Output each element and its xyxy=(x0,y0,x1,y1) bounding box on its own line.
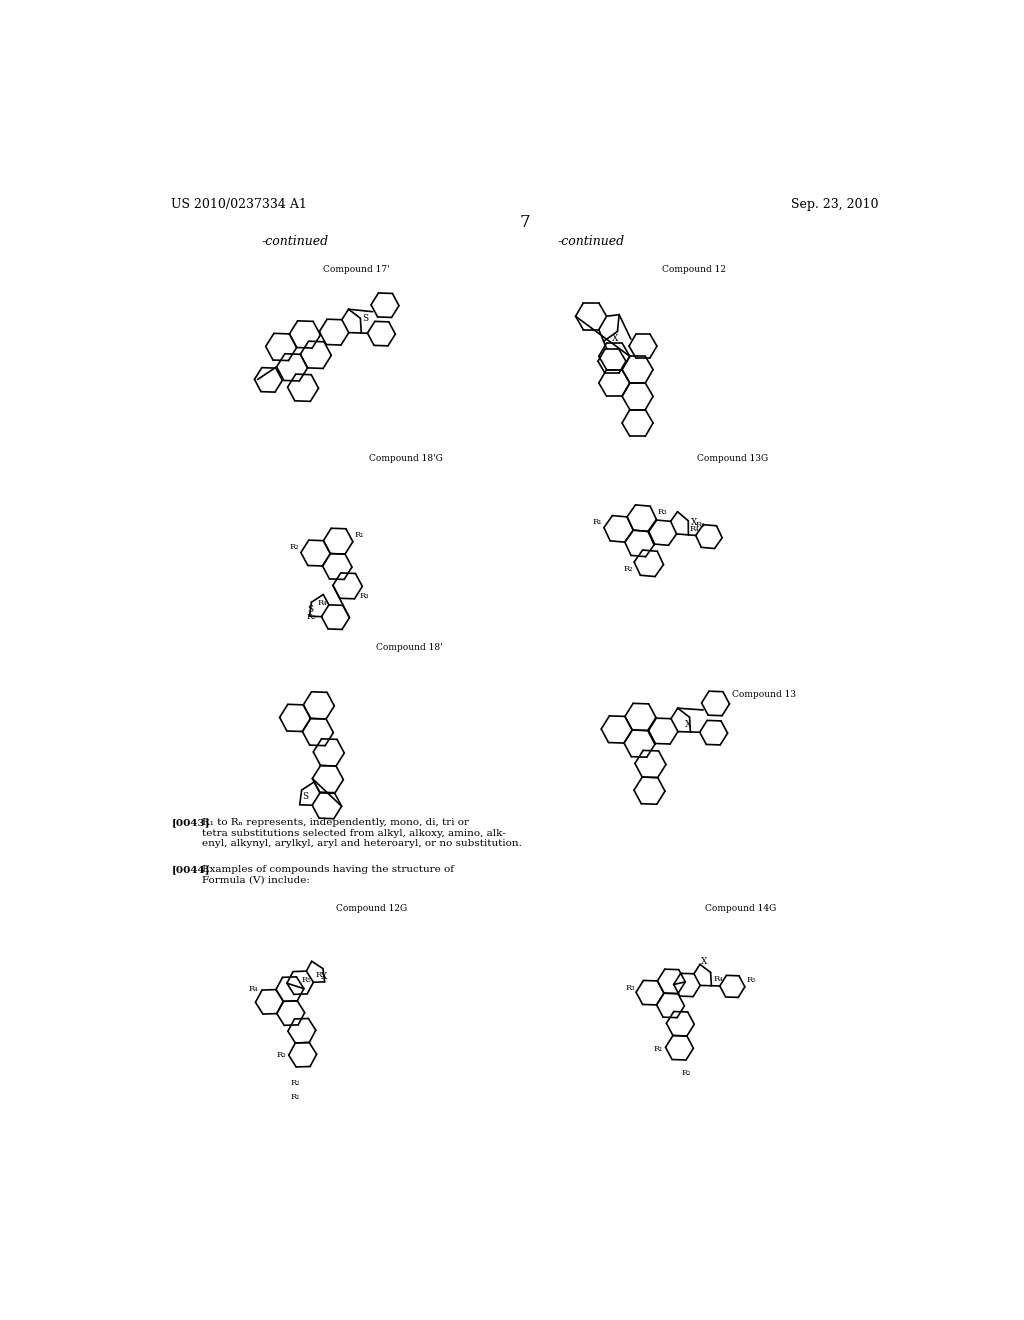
Text: R₅: R₅ xyxy=(307,614,316,622)
Text: R₄: R₄ xyxy=(249,985,258,993)
Text: [0043]: [0043] xyxy=(172,818,211,828)
Text: R₂: R₂ xyxy=(290,543,299,550)
Text: Examples of compounds having the structure of
Formula (V) include:: Examples of compounds having the structu… xyxy=(202,866,454,884)
Text: -continued: -continued xyxy=(261,235,328,248)
Text: Compound 13G: Compound 13G xyxy=(697,454,768,463)
Text: Compound 12G: Compound 12G xyxy=(337,904,408,913)
Text: 7: 7 xyxy=(519,214,530,231)
Text: R₅: R₅ xyxy=(301,977,310,985)
Text: R₅: R₅ xyxy=(696,521,706,529)
Text: X: X xyxy=(701,957,708,965)
Text: X: X xyxy=(321,972,327,981)
Text: Compound 18'G: Compound 18'G xyxy=(369,454,442,463)
Text: R₄: R₄ xyxy=(690,525,699,533)
Text: R₁: R₁ xyxy=(291,1093,300,1101)
Text: Sep. 23, 2010: Sep. 23, 2010 xyxy=(792,198,879,211)
Text: R₄: R₄ xyxy=(317,599,328,607)
Text: R₃: R₃ xyxy=(626,983,635,991)
Text: R₅: R₅ xyxy=(746,977,756,985)
Text: R₂: R₂ xyxy=(682,1069,691,1077)
Text: R₁: R₁ xyxy=(593,519,602,527)
Text: S: S xyxy=(361,314,368,323)
Text: R₁: R₁ xyxy=(354,531,364,539)
Text: R₁: R₁ xyxy=(653,1044,663,1052)
Text: R₂: R₂ xyxy=(291,1080,300,1088)
Text: R₃: R₃ xyxy=(276,1052,286,1060)
Text: S: S xyxy=(302,792,308,801)
Text: S: S xyxy=(307,605,313,614)
Text: R₃: R₃ xyxy=(658,508,668,516)
Text: R₂: R₂ xyxy=(624,565,633,573)
Text: R₁ to Rₙ represents, independently, mono, di, tri or
tetra substitutions selecte: R₁ to Rₙ represents, independently, mono… xyxy=(202,818,521,847)
Text: Compound 14G: Compound 14G xyxy=(705,904,776,913)
Text: X: X xyxy=(691,517,697,527)
Text: X: X xyxy=(612,334,618,343)
Text: [0044]: [0044] xyxy=(172,866,211,874)
Text: R₄: R₄ xyxy=(714,975,723,983)
Text: Compound 13: Compound 13 xyxy=(731,690,796,700)
Text: X: X xyxy=(685,721,691,729)
Text: R₅: R₅ xyxy=(315,972,326,979)
Text: R₃: R₃ xyxy=(359,591,369,599)
Text: Compound 18': Compound 18' xyxy=(376,643,442,652)
Text: -continued: -continued xyxy=(558,235,625,248)
Text: US 2010/0237334 A1: US 2010/0237334 A1 xyxy=(171,198,306,211)
Text: Compound 12: Compound 12 xyxy=(662,264,726,273)
Text: Compound 17': Compound 17' xyxy=(324,264,390,273)
